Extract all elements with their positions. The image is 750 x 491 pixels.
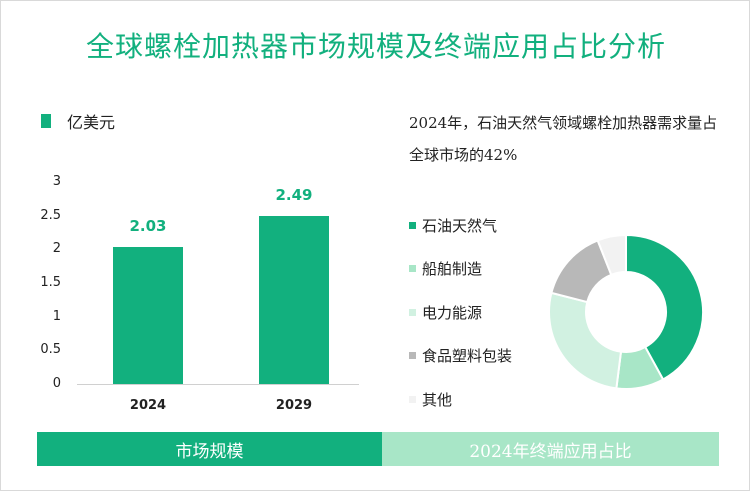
y-tick-label: 3	[52, 174, 61, 189]
legend-swatch	[409, 308, 416, 316]
pie-legend: 石油天然气船舶制造电力能源食品塑料包装 其他	[409, 214, 512, 432]
donut-chart	[548, 233, 704, 390]
pie-legend-item: 石油天然气	[409, 214, 512, 236]
y-tick-label: 0	[52, 376, 61, 391]
legend-swatch	[409, 265, 416, 272]
legend-swatch	[41, 114, 51, 128]
legend-swatch	[409, 221, 416, 229]
legend-label: 船舶制造	[422, 260, 483, 278]
legend-label: 其他	[422, 390, 453, 409]
y-tick-label: 2.5	[40, 207, 61, 223]
chart-title: 全球螺栓加热器市场规模及终端应用占比分析	[85, 30, 666, 63]
bar-data-label: 2.49	[275, 186, 313, 205]
donut-slice	[548, 291, 623, 390]
x-tick-label: 2024	[129, 398, 167, 413]
pie-legend-item: 食品塑料包装	[409, 345, 512, 367]
donut-slice	[625, 233, 704, 381]
x-axis-line	[77, 384, 359, 385]
y-tick-label: 1	[52, 308, 61, 324]
pie-legend-item: 电力能源	[409, 301, 512, 323]
bar-2029	[259, 216, 329, 384]
bar-2024	[113, 247, 183, 384]
bar-legend: 亿美元	[41, 109, 115, 133]
pie-annotation: 2024年，石油天然气领域螺栓加热器需求量占全球市场的42%	[409, 114, 718, 164]
y-tick-label: 0.5	[40, 342, 61, 358]
footer-application-share: 2024年终端应用占比	[382, 432, 719, 466]
legend-swatch	[409, 395, 416, 403]
legend-label: 石油天然气	[422, 216, 498, 235]
donut-slice	[596, 233, 627, 277]
pie-legend-item: 船舶制造	[409, 258, 512, 280]
bar-data-label: 2.03	[129, 217, 167, 236]
legend-label: 食品塑料包装	[422, 347, 513, 365]
x-tick-label: 2029	[275, 398, 313, 413]
pie-legend-item: 其他	[409, 388, 512, 410]
footer-market-size: 市场规模	[37, 432, 382, 466]
legend-label: 电力能源	[422, 303, 483, 322]
y-tick-label: 1.5	[40, 275, 61, 290]
unit-label: 亿美元	[67, 113, 116, 132]
y-tick-label: 2	[52, 241, 61, 257]
legend-swatch	[409, 352, 416, 359]
